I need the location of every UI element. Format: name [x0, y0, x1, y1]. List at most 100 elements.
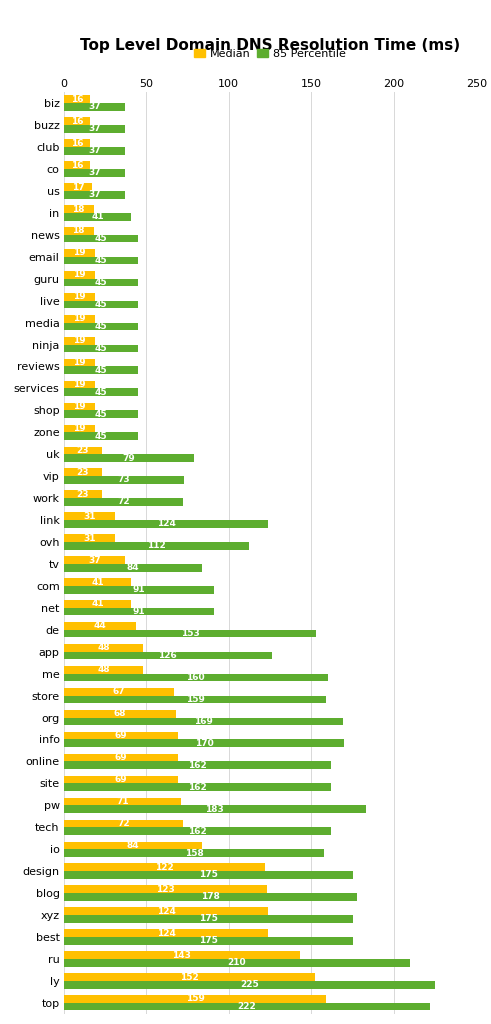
Bar	[64, 446, 102, 455]
Text: 41: 41	[91, 599, 104, 608]
Text: 37: 37	[88, 102, 101, 112]
Text: 175: 175	[199, 936, 218, 945]
Bar	[64, 103, 125, 111]
Text: 225: 225	[240, 980, 259, 989]
Text: 79: 79	[123, 454, 136, 463]
Text: 162: 162	[188, 761, 207, 770]
Text: 37: 37	[88, 146, 101, 156]
Text: 162: 162	[188, 782, 207, 792]
Bar	[64, 579, 132, 586]
Bar	[64, 556, 125, 564]
Legend: Median, 85 Percentile: Median, 85 Percentile	[190, 44, 350, 63]
Bar	[64, 863, 265, 871]
Text: 23: 23	[77, 445, 89, 455]
Bar	[64, 118, 90, 125]
Bar	[64, 367, 138, 374]
Bar	[64, 630, 316, 637]
Text: 45: 45	[95, 300, 107, 309]
Text: 19: 19	[73, 424, 86, 433]
Text: 160: 160	[187, 673, 205, 682]
Bar	[64, 139, 90, 147]
Bar	[64, 666, 143, 674]
Bar	[64, 827, 331, 835]
Bar	[64, 586, 214, 594]
Bar	[64, 1002, 430, 1011]
Bar	[64, 973, 315, 981]
Text: 91: 91	[133, 607, 145, 616]
Bar	[64, 388, 138, 396]
Text: 44: 44	[94, 622, 107, 631]
Text: 31: 31	[83, 534, 96, 543]
Bar	[64, 842, 202, 849]
Bar	[64, 169, 125, 176]
Bar	[64, 249, 95, 257]
Bar	[64, 432, 138, 440]
Text: 69: 69	[114, 731, 127, 740]
Text: 19: 19	[73, 336, 86, 345]
Bar	[64, 490, 102, 498]
Bar	[64, 732, 178, 739]
Text: 71: 71	[116, 797, 129, 806]
Bar	[64, 915, 353, 923]
Bar	[64, 995, 326, 1002]
Bar	[64, 213, 132, 220]
Bar	[64, 674, 328, 681]
Text: 18: 18	[73, 226, 85, 236]
Text: 159: 159	[186, 695, 204, 703]
Text: 48: 48	[97, 643, 109, 652]
Text: 48: 48	[97, 666, 109, 675]
Bar	[64, 937, 353, 945]
Text: 19: 19	[73, 358, 86, 368]
Bar	[64, 183, 92, 190]
Bar	[64, 125, 125, 133]
Bar	[64, 227, 93, 234]
Text: 112: 112	[147, 542, 165, 550]
Bar	[64, 651, 272, 659]
Bar	[64, 958, 410, 967]
Bar	[64, 455, 194, 462]
Text: 123: 123	[156, 885, 175, 894]
Bar	[64, 512, 115, 520]
Bar	[64, 600, 132, 608]
Text: 84: 84	[127, 841, 139, 850]
Text: 159: 159	[186, 994, 204, 1004]
Text: 222: 222	[238, 1002, 256, 1011]
Bar	[64, 819, 183, 827]
Text: 175: 175	[199, 914, 218, 924]
Text: 31: 31	[83, 512, 96, 521]
Bar	[64, 542, 248, 550]
Text: 19: 19	[73, 402, 86, 411]
Text: 19: 19	[73, 380, 86, 389]
Text: 84: 84	[127, 563, 139, 572]
Bar	[64, 162, 90, 169]
Text: 45: 45	[95, 410, 107, 419]
Text: 23: 23	[77, 468, 89, 477]
Text: 210: 210	[228, 958, 246, 968]
Bar	[64, 190, 125, 199]
Text: 178: 178	[201, 892, 220, 901]
Text: 41: 41	[91, 578, 104, 587]
Bar	[64, 323, 138, 330]
Bar	[64, 688, 174, 695]
Text: 37: 37	[88, 190, 101, 200]
Text: 124: 124	[157, 519, 176, 528]
Bar	[64, 710, 176, 718]
Bar	[64, 907, 269, 915]
Text: 45: 45	[95, 366, 107, 375]
Text: 45: 45	[95, 278, 107, 287]
Text: 153: 153	[181, 629, 199, 638]
Bar	[64, 337, 95, 344]
Text: 18: 18	[73, 205, 85, 214]
Bar	[64, 344, 138, 352]
Title: Top Level Domain DNS Resolution Time (ms): Top Level Domain DNS Resolution Time (ms…	[80, 39, 460, 53]
Text: 170: 170	[195, 738, 214, 748]
Bar	[64, 402, 95, 411]
Text: 16: 16	[71, 95, 83, 103]
Text: 126: 126	[159, 651, 177, 660]
Text: 45: 45	[95, 322, 107, 331]
Text: 169: 169	[194, 717, 213, 726]
Text: 19: 19	[73, 292, 86, 301]
Text: 45: 45	[95, 256, 107, 265]
Text: 17: 17	[72, 182, 84, 191]
Bar	[64, 608, 214, 615]
